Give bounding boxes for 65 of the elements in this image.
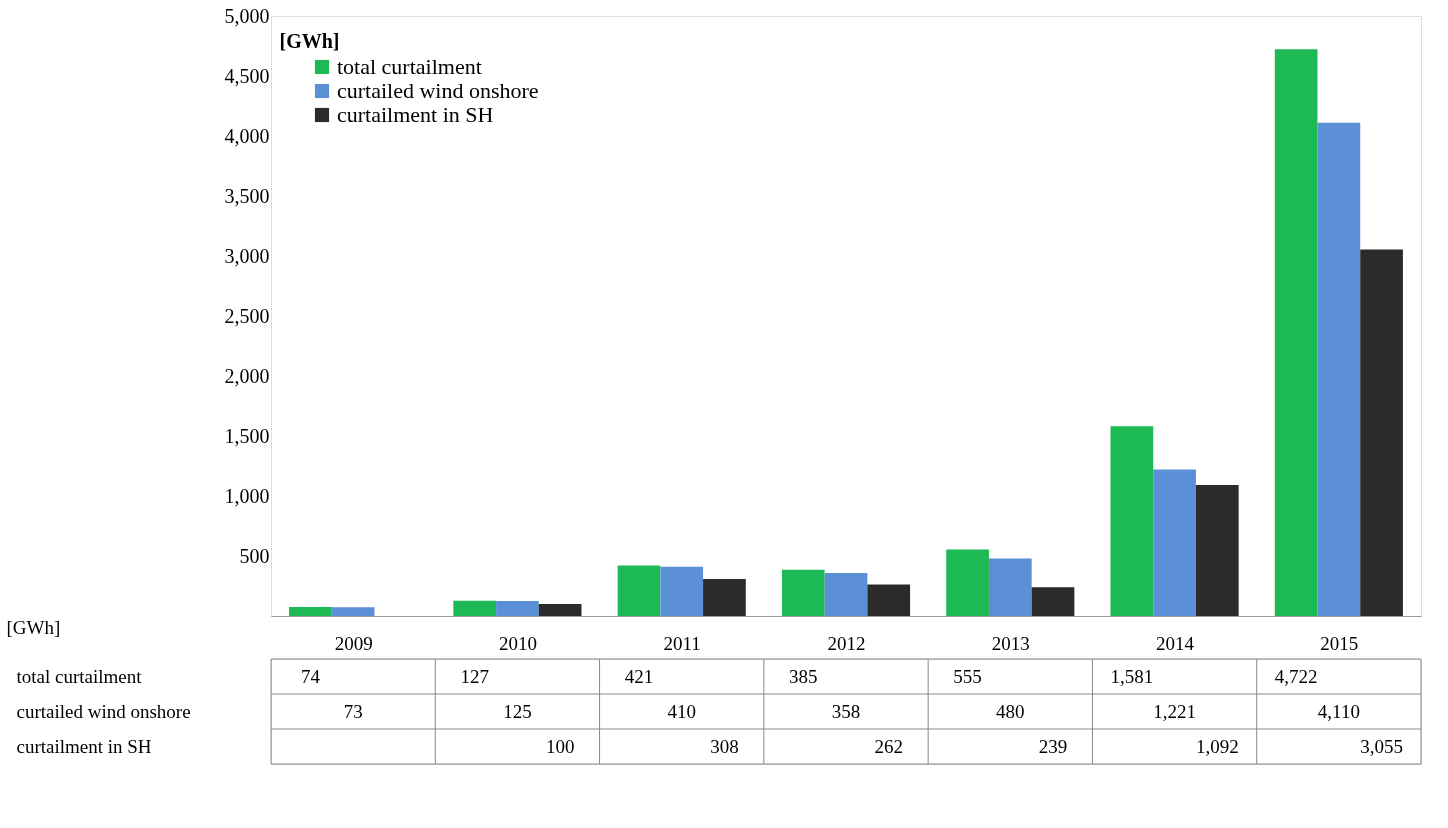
bar	[1274, 49, 1318, 616]
text: total curtailment	[16, 666, 142, 687]
bar	[1153, 469, 1196, 616]
y-tick-label: 1,500	[224, 424, 270, 447]
data-label: 127	[460, 665, 489, 687]
data-label: 3,055	[1360, 735, 1403, 757]
data-label: 239	[1038, 735, 1068, 757]
data-label: 1,092	[1195, 735, 1239, 757]
data-label: 125	[503, 700, 532, 722]
data-label: 100	[545, 735, 575, 757]
data-label: 358	[831, 700, 861, 722]
text: curtailment in SH	[16, 736, 152, 757]
bar	[1317, 122, 1361, 616]
legend-label: total curtailment	[337, 54, 482, 79]
data-label: 480	[996, 700, 1025, 722]
bar	[1360, 249, 1403, 616]
bar	[1195, 484, 1239, 616]
bar	[781, 569, 825, 616]
bar	[1031, 587, 1075, 616]
bar	[660, 566, 704, 616]
bar	[289, 607, 332, 616]
bar	[453, 600, 497, 616]
data-label: 262	[874, 735, 903, 757]
legend-label: curtailed wind onshore	[337, 78, 539, 103]
data-label: 555	[953, 665, 982, 687]
y-tick-label: 2,000	[224, 364, 270, 387]
bar	[538, 604, 582, 616]
y-tick-label: 3,500	[224, 184, 270, 207]
bar	[824, 573, 868, 616]
y-tick-label: 500	[239, 544, 270, 567]
y-tick-label: 4,000	[224, 124, 270, 147]
text: [GWh]	[6, 616, 61, 638]
data-label: 4,110	[1317, 700, 1360, 722]
data-label: 385	[789, 665, 818, 687]
text: curtailed wind onshore	[16, 701, 191, 722]
x-tick-label: 2011	[663, 632, 701, 654]
y-tick-label: 1,000	[224, 484, 270, 507]
bar	[703, 579, 746, 616]
x-tick-label: 2012	[827, 632, 866, 654]
y-axis-title: [GWh]	[279, 29, 340, 52]
y-tick-label: 3,000	[224, 244, 270, 267]
data-label: 421	[624, 665, 654, 687]
x-tick-label: 2014	[1156, 632, 1195, 654]
y-tick-label: 5,000	[224, 4, 270, 27]
x-tick-label: 2015	[1320, 632, 1359, 654]
legend-label: curtailment in SH	[337, 102, 494, 127]
bar	[617, 565, 661, 616]
data-label: 74	[300, 665, 321, 687]
data-label: 1,221	[1153, 700, 1196, 722]
data-label: 308	[710, 735, 739, 757]
y-tick-label: 4,500	[224, 64, 270, 87]
x-tick-label: 2013	[991, 632, 1030, 654]
x-tick-label: 2010	[498, 632, 537, 654]
bar	[331, 607, 375, 616]
bar	[946, 549, 989, 616]
x-tick-label: 2009	[334, 632, 373, 654]
data-label: 73	[343, 700, 363, 722]
bar	[988, 558, 1032, 616]
data-label: 410	[667, 700, 696, 722]
y-tick-label: 2,500	[224, 304, 270, 327]
data-label: 1,581	[1110, 665, 1154, 687]
bar	[496, 601, 539, 616]
data-label: 4,722	[1274, 665, 1318, 687]
bar	[1110, 426, 1154, 616]
bar	[867, 584, 911, 616]
